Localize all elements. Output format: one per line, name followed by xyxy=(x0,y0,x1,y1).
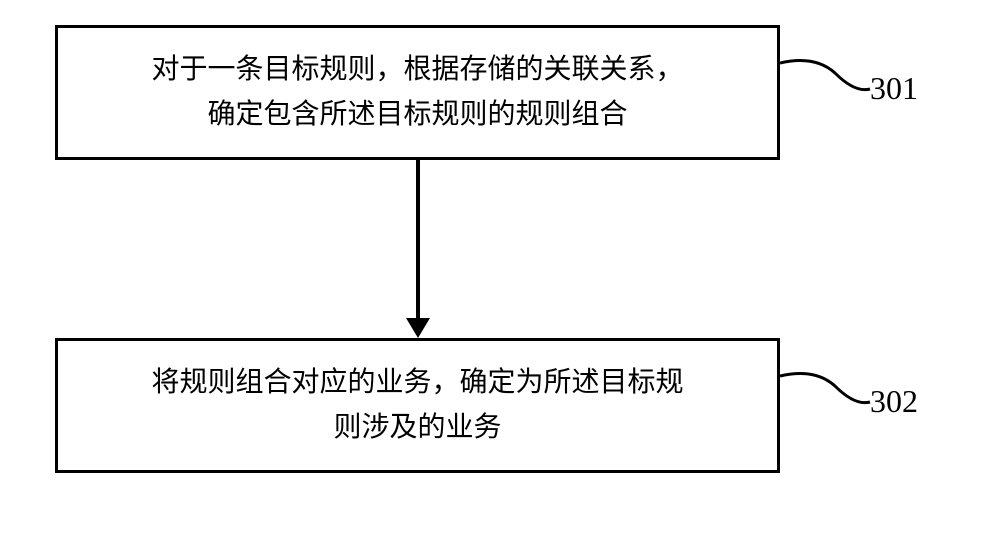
node-text-line1: 对于一条目标规则，根据存储的关联关系， xyxy=(151,54,683,85)
node-label-301: 301 xyxy=(870,70,918,107)
flowchart-node-302: 将规则组合对应的业务，确定为所述目标规 则涉及的业务 xyxy=(55,338,780,473)
node-text-line2: 确定包含所述目标规则的规则组合 xyxy=(207,99,627,130)
node-text-line1: 将规则组合对应的业务，确定为所述目标规 xyxy=(151,367,683,398)
node-label-302: 302 xyxy=(870,383,918,420)
callout-curve-302 xyxy=(780,368,875,428)
flowchart-node-301: 对于一条目标规则，根据存储的关联关系， 确定包含所述目标规则的规则组合 xyxy=(55,25,780,160)
arrow-head-icon xyxy=(406,318,430,338)
node-text: 将规则组合对应的业务，确定为所述目标规 则涉及的业务 xyxy=(151,361,683,451)
callout-curve-301 xyxy=(780,55,875,115)
node-text: 对于一条目标规则，根据存储的关联关系， 确定包含所述目标规则的规则组合 xyxy=(151,48,683,138)
flowchart-diagram: 对于一条目标规则，根据存储的关联关系， 确定包含所述目标规则的规则组合 301 … xyxy=(0,0,1000,549)
flowchart-edge xyxy=(416,160,420,320)
node-text-line2: 则涉及的业务 xyxy=(333,412,501,443)
